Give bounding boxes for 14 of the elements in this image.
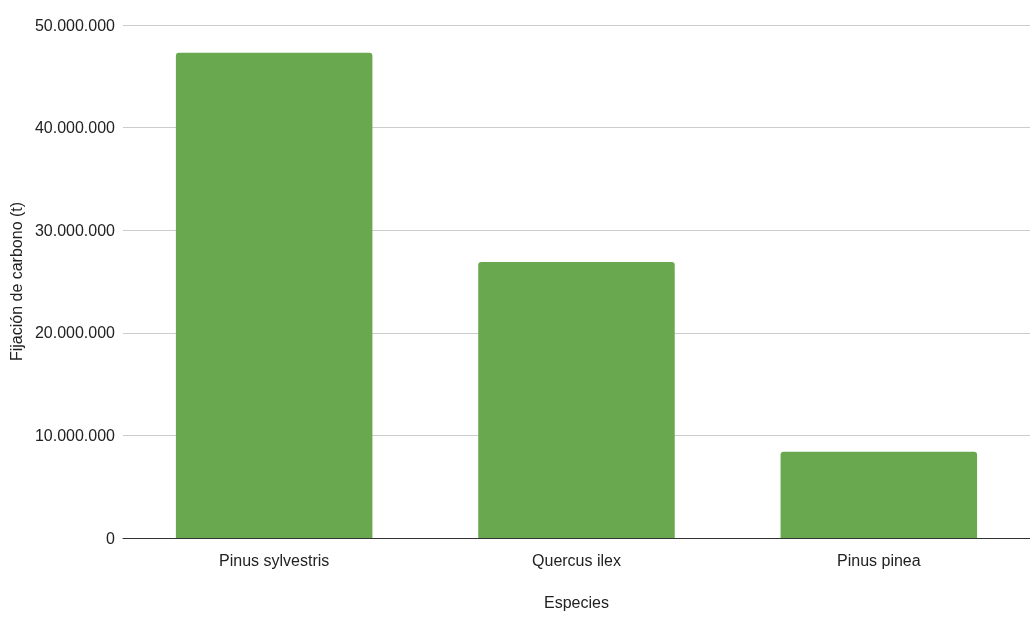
x-axis-title: Especies — [544, 593, 609, 611]
x-tick-label: Pinus sylvestris — [219, 551, 330, 569]
y-tick-label: 10.000.000 — [34, 426, 116, 444]
bar — [175, 52, 373, 538]
y-tick-label: 50.000.000 — [34, 16, 116, 34]
x-tick-label: Pinus pinea — [837, 551, 921, 569]
y-tick-label: 30.000.000 — [34, 221, 116, 239]
y-axis-title: Fijación de carbono (t) — [7, 201, 25, 362]
y-tick-label: 20.000.000 — [34, 324, 116, 342]
bar — [780, 451, 978, 538]
bar — [478, 262, 675, 538]
y-tick-label: 40.000.000 — [34, 119, 116, 137]
y-tick-label: 0 — [106, 529, 116, 547]
x-tick-label: Quercus ilex — [532, 551, 621, 569]
